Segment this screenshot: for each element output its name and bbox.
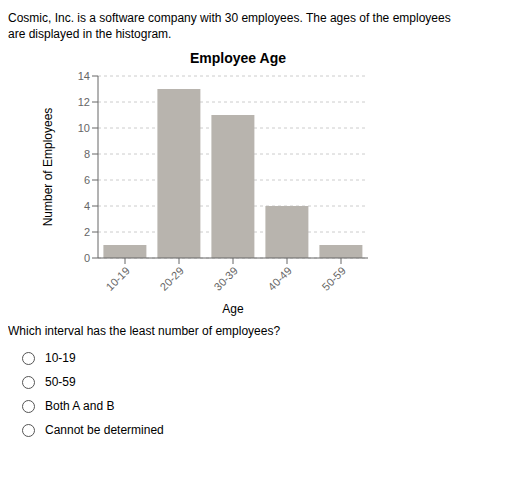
html-text:Which interval has the least n: Which interval has the least number of e… [8, 324, 281, 338]
svg-text:30-39: 30-39 [212, 264, 240, 292]
svg-text:10-19: 10-19 [104, 264, 132, 292]
html-text:Employee Age: Employee Age [190, 50, 286, 66]
svg-text:2: 2 [84, 226, 90, 238]
svg-text:10: 10 [78, 122, 90, 134]
svg-text:Age: Age [222, 302, 244, 316]
svg-text:12: 12 [78, 96, 90, 108]
html-text:10-19: 10-19 [45, 351, 76, 365]
svg-text:0: 0 [84, 252, 90, 264]
html-text:Cosmic, Inc. is a software com: Cosmic, Inc. is a software company with … [8, 11, 451, 25]
svg-text:Number of Employees: Number of Employees [41, 108, 55, 227]
html-text:Cannot be determined: Cannot be determined [45, 423, 164, 437]
html-text:are displayed in the histogram: are displayed in the histogram. [8, 27, 172, 41]
svg-text:14: 14 [78, 70, 90, 82]
svg-text:8: 8 [84, 148, 90, 160]
svg-text:4: 4 [84, 200, 90, 212]
svg-text:20-29: 20-29 [158, 264, 186, 292]
html-text:50-59: 50-59 [45, 375, 76, 389]
html-text:Both A and B: Both A and B [45, 399, 115, 413]
svg-text:50-59: 50-59 [320, 264, 348, 292]
svg-text:6: 6 [84, 174, 90, 186]
svg-text:40-49: 40-49 [266, 264, 294, 292]
